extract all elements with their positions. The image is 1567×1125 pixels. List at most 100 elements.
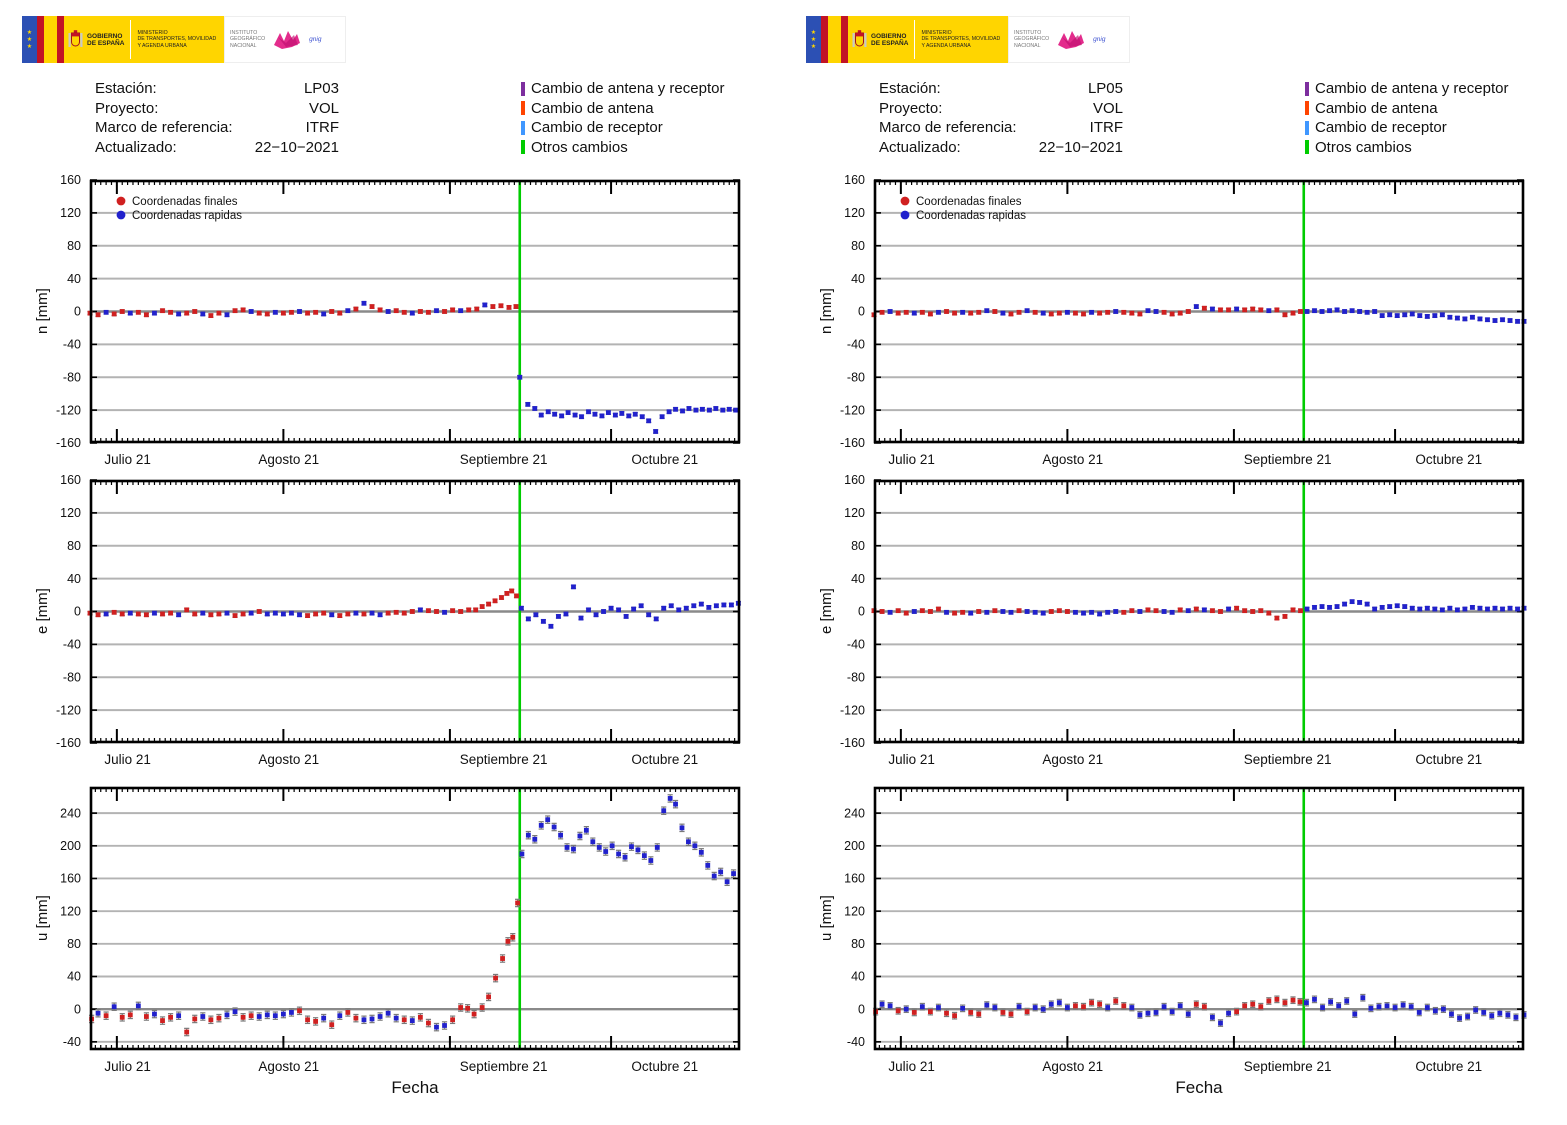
svg-text:Septiembre 21: Septiembre 21	[460, 452, 548, 467]
svg-text:40: 40	[67, 970, 81, 984]
otros-cambios-color-bar	[521, 140, 525, 155]
scatter-plot-n-lp05: -160 -120 -80 -40 0 40 80 120 160 Coordenadas fin…	[840, 173, 1527, 467]
ign-box: INSTITUTO GEOGRÁFICO NACIONAL gnig	[1008, 16, 1130, 63]
coat-of-arms-icon	[68, 29, 83, 47]
logo-divider	[130, 20, 132, 59]
svg-text:Coordenadas finales: Coordenadas finales	[132, 196, 238, 208]
spain-flag-red-stripe	[821, 16, 828, 63]
svg-text:-120: -120	[56, 703, 81, 717]
svg-text:120: 120	[60, 506, 81, 520]
ign-mark-text: gnig	[1093, 36, 1106, 43]
info-row-project: Proyecto: VOL	[95, 99, 339, 119]
legend-item-otros: Otros cambios	[1305, 138, 1508, 158]
spain-flag-yellow-stripe	[44, 16, 57, 63]
project-value: VOL	[308, 99, 339, 117]
legend-item-receptor: Cambio de receptor	[521, 118, 724, 138]
ign-logo-icon	[1058, 30, 1085, 49]
legend-label: Otros cambios	[1315, 138, 1412, 156]
frame-value: ITRF	[1089, 119, 1123, 136]
project-label: Proyecto:	[879, 99, 943, 117]
eu-flag-icon: ★ ★ ★	[806, 16, 821, 63]
svg-text:Octubre 21: Octubre 21	[1415, 752, 1482, 767]
scatter-plot-u-lp03: -40 0 40 80 120 160 200 240 Julio 21 Agosto 21 Sep…	[60, 786, 741, 1074]
spain-flag-yellow-stripe	[828, 16, 841, 63]
svg-text:Julio 21: Julio 21	[888, 1059, 935, 1074]
scatter-plot-e-lp05: -160 -120 -80 -40 0 40 80 120 160 Julio 21 Agosto …	[840, 473, 1527, 767]
gobierno-box: GOBIERNO DE ESPAÑA MINISTERIO DE TRANSPO…	[848, 16, 1008, 63]
svg-text:40: 40	[851, 572, 865, 586]
svg-text:160: 160	[844, 872, 865, 886]
legend-item-antena-receptor: Cambio de antena y receptor	[521, 79, 724, 99]
svg-text:120: 120	[60, 904, 81, 918]
station-label: Estación:	[879, 80, 941, 97]
svg-text:Agosto 21: Agosto 21	[258, 752, 319, 767]
svg-text:200: 200	[60, 839, 81, 853]
svg-text:40: 40	[67, 572, 81, 586]
svg-text:Agosto 21: Agosto 21	[258, 452, 319, 467]
svg-text:-40: -40	[63, 338, 81, 352]
antena-receptor-color-bar	[1305, 81, 1309, 96]
frame-label: Marco de referencia:	[95, 119, 233, 136]
updated-label: Actualizado:	[879, 138, 961, 156]
svg-text:-40: -40	[847, 638, 865, 652]
svg-text:Julio 21: Julio 21	[104, 452, 151, 467]
legend-label: Otros cambios	[531, 138, 628, 156]
info-row-updated: Actualizado: 22−10−2021	[879, 138, 1123, 158]
legend-item-antena-receptor: Cambio de antena y receptor	[1305, 79, 1508, 99]
svg-text:-80: -80	[847, 370, 865, 384]
updated-value: 22−10−2021	[254, 138, 339, 156]
svg-text:120: 120	[844, 506, 865, 520]
info-row-project: Proyecto: VOL	[879, 99, 1123, 119]
svg-text:-120: -120	[840, 703, 865, 717]
ign-box: INSTITUTO GEOGRÁFICO NACIONAL gnig	[224, 16, 346, 63]
svg-text:120: 120	[60, 206, 81, 220]
ministerio-text: MINISTERIO DE TRANSPORTES, MOVILIDAD Y A…	[921, 30, 1001, 49]
svg-text:Octubre 21: Octubre 21	[1415, 452, 1482, 467]
ign-logo-icon	[274, 30, 301, 49]
svg-text:40: 40	[851, 272, 865, 286]
svg-text:Septiembre 21: Septiembre 21	[1244, 752, 1332, 767]
legend-label: Cambio de receptor	[531, 119, 663, 136]
svg-text:120: 120	[844, 904, 865, 918]
legend-item-receptor: Cambio de receptor	[1305, 118, 1508, 138]
station-panel-lp05: ★ ★ ★ GOBIERNO DE ESPAÑA MINISTERIO DE TRA…	[784, 0, 1567, 1125]
y-axis-label-n: n [mm]	[34, 288, 51, 335]
info-row-frame: Marco de referencia: ITRF	[95, 118, 339, 138]
info-row-station: Estación: LP03	[95, 79, 339, 99]
svg-text:Septiembre 21: Septiembre 21	[460, 1059, 548, 1074]
legend-item-otros: Otros cambios	[521, 138, 724, 158]
svg-text:Julio 21: Julio 21	[104, 752, 151, 767]
svg-text:80: 80	[851, 539, 865, 553]
svg-text:Coordenadas rapidas: Coordenadas rapidas	[916, 210, 1026, 222]
project-label: Proyecto:	[95, 99, 159, 117]
event-legend: Cambio de antena y receptor Cambio de an…	[521, 79, 724, 157]
otros-cambios-color-bar	[1305, 140, 1309, 155]
legend-item-antena: Cambio de antena	[1305, 99, 1508, 119]
chart-u-lp03: -40 0 40 80 120 160 200 240 Julio 21 Agosto 21 Sep…	[60, 786, 741, 1074]
ministerio-text: MINISTERIO DE TRANSPORTES, MOVILIDAD Y A…	[137, 30, 217, 49]
svg-text:-80: -80	[847, 670, 865, 684]
spain-flag-red-stripe	[841, 16, 848, 63]
gobierno-text: GOBIERNO DE ESPAÑA	[871, 32, 909, 47]
svg-text:80: 80	[67, 239, 81, 253]
svg-text:Septiembre 21: Septiembre 21	[460, 752, 548, 767]
frame-label: Marco de referencia:	[879, 119, 1017, 136]
svg-text:-80: -80	[63, 670, 81, 684]
svg-text:240: 240	[60, 806, 81, 820]
station-info: Estación: LP03 Proyecto: VOL Marco de re…	[95, 79, 339, 157]
updated-value: 22−10−2021	[1038, 138, 1123, 156]
svg-text:-40: -40	[847, 338, 865, 352]
ign-mark-text: gnig	[309, 36, 322, 43]
gobierno-box: GOBIERNO DE ESPAÑA MINISTERIO DE TRANSPO…	[64, 16, 224, 63]
svg-text:Octubre 21: Octubre 21	[1415, 1059, 1482, 1074]
svg-text:-160: -160	[56, 736, 81, 750]
svg-text:240: 240	[844, 806, 865, 820]
svg-text:-40: -40	[63, 638, 81, 652]
legend-label: Cambio de antena y receptor	[531, 80, 725, 97]
legend-label: Cambio de antena	[531, 99, 654, 117]
instituto-geografico-text: INSTITUTO GEOGRÁFICO NACIONAL	[230, 30, 266, 49]
svg-text:Agosto 21: Agosto 21	[1042, 1059, 1103, 1074]
legend-label: Cambio de receptor	[1315, 119, 1447, 136]
spain-flag-red-stripe	[57, 16, 64, 63]
updated-label: Actualizado:	[95, 138, 177, 156]
